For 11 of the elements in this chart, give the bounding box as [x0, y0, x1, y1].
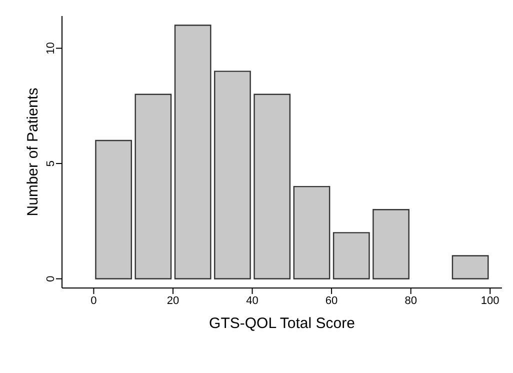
x-tick-label: 0: [90, 294, 97, 307]
y-tick-label: 5: [44, 160, 57, 167]
x-axis-title: GTS-QOL Total Score: [209, 315, 355, 332]
x-tick-label: 80: [404, 294, 417, 307]
y-tick-label: 0: [44, 276, 57, 282]
x-tick-label: 40: [246, 294, 258, 307]
x-tick-label: 20: [166, 294, 180, 307]
x-tick-label: 60: [325, 294, 338, 307]
x-tick-label: 100: [480, 294, 500, 307]
y-axis-title: Number of Patients: [24, 88, 42, 216]
y-tick-label: 10: [44, 42, 57, 54]
